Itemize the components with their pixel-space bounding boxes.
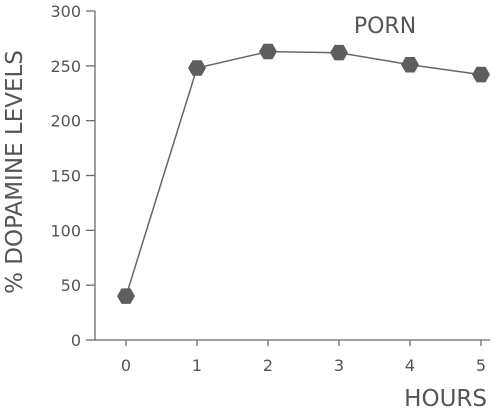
x-axis-ticks: 0 1 2 3 4 5 (121, 340, 486, 375)
x-tick-label: 0 (121, 356, 131, 375)
x-tick-label: 5 (476, 356, 486, 375)
x-tick-label: 3 (334, 356, 344, 375)
y-tick-label: 300 (50, 2, 81, 21)
x-tick-label: 1 (192, 356, 202, 375)
y-tick-label: 50 (61, 276, 81, 295)
y-axis-ticks: 0 50 100 150 200 250 300 (50, 2, 95, 350)
data-point-marker (117, 288, 135, 304)
x-tick-label: 2 (263, 356, 273, 375)
data-point-marker (259, 43, 277, 60)
y-tick-label: 200 (50, 112, 81, 131)
series-annotation-label: PORN (354, 14, 416, 39)
x-axis-title: HOURS (404, 386, 487, 412)
x-tick-label: 4 (405, 356, 415, 375)
y-tick-label: 150 (50, 167, 81, 186)
data-point-marker (472, 66, 490, 83)
axes (94, 11, 490, 341)
y-tick-label: 250 (50, 57, 81, 76)
y-axis-title: % DOPAMINE LEVELS (2, 50, 28, 294)
series (117, 43, 490, 304)
data-point-marker (188, 60, 206, 76)
series-line (125, 50, 482, 297)
data-point-marker (401, 57, 419, 73)
y-tick-label: 0 (71, 331, 81, 350)
y-tick-label: 100 (50, 221, 81, 240)
data-point-marker (330, 44, 348, 61)
